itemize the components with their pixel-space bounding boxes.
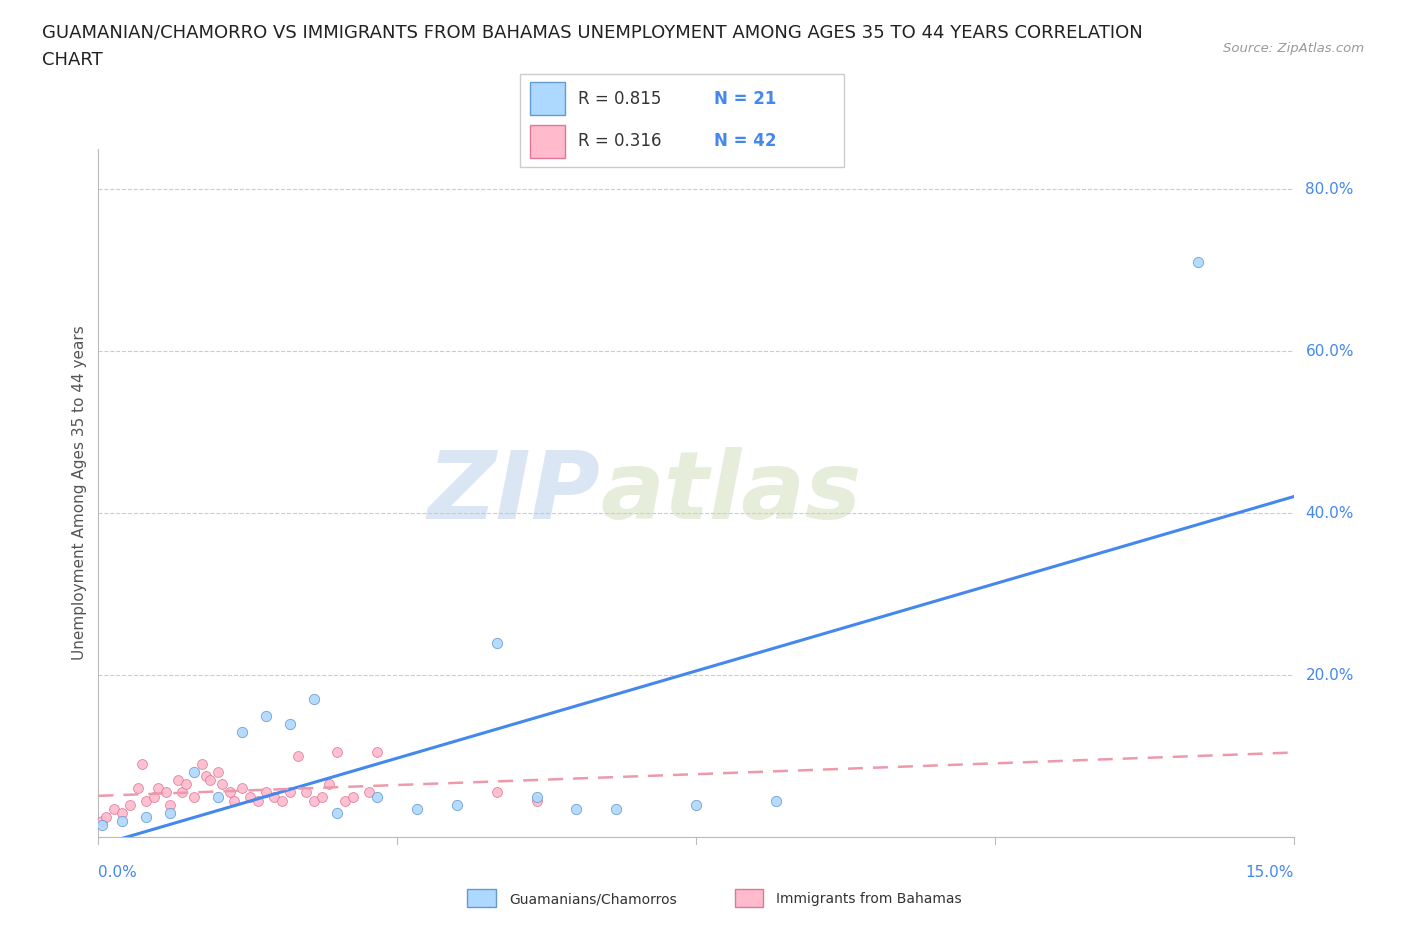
Point	[278, 716, 301, 731]
Text: CHART: CHART	[42, 51, 103, 69]
Text: R = 0.815: R = 0.815	[578, 89, 662, 108]
Text: ZIP: ZIP	[427, 447, 600, 538]
Point	[526, 793, 548, 808]
Point	[172, 785, 194, 800]
Point	[155, 785, 177, 800]
Point	[239, 789, 262, 804]
Text: 20.0%: 20.0%	[1305, 668, 1354, 683]
Point	[254, 708, 277, 723]
Text: 60.0%: 60.0%	[1305, 344, 1354, 359]
Point	[335, 793, 357, 808]
Point	[287, 749, 309, 764]
Point	[342, 789, 364, 804]
FancyBboxPatch shape	[520, 74, 844, 167]
Point	[219, 785, 242, 800]
Point	[605, 802, 627, 817]
Point	[359, 785, 381, 800]
Point	[167, 773, 190, 788]
Bar	[734, 889, 763, 908]
Point	[183, 764, 205, 779]
Text: 15.0%: 15.0%	[1246, 865, 1294, 880]
Point	[198, 773, 221, 788]
Point	[191, 757, 214, 772]
Point	[302, 692, 325, 707]
Point	[148, 781, 170, 796]
Text: 80.0%: 80.0%	[1305, 181, 1354, 197]
Point	[111, 805, 134, 820]
Text: N = 21: N = 21	[714, 89, 776, 108]
Point	[222, 793, 245, 808]
Bar	[530, 82, 565, 115]
Point	[294, 785, 316, 800]
Point	[103, 802, 125, 817]
Point	[565, 802, 588, 817]
Point	[366, 745, 388, 760]
Point	[183, 789, 205, 804]
Point	[207, 764, 229, 779]
Point	[143, 789, 166, 804]
Point	[278, 785, 301, 800]
Text: atlas: atlas	[600, 447, 862, 538]
Y-axis label: Unemployment Among Ages 35 to 44 years: Unemployment Among Ages 35 to 44 years	[72, 326, 87, 660]
Text: Source: ZipAtlas.com: Source: ZipAtlas.com	[1223, 42, 1364, 55]
Point	[174, 777, 197, 791]
Text: 0.0%: 0.0%	[98, 865, 138, 880]
Point	[526, 789, 548, 804]
Point	[318, 777, 340, 791]
Point	[246, 793, 269, 808]
Point	[111, 814, 134, 829]
Point	[270, 793, 292, 808]
Point	[231, 781, 253, 796]
Point	[366, 789, 388, 804]
Point	[131, 757, 153, 772]
Text: GUAMANIAN/CHAMORRO VS IMMIGRANTS FROM BAHAMAS UNEMPLOYMENT AMONG AGES 35 TO 44 Y: GUAMANIAN/CHAMORRO VS IMMIGRANTS FROM BA…	[42, 23, 1143, 41]
Point	[446, 797, 468, 812]
Point	[485, 785, 508, 800]
Point	[211, 777, 233, 791]
Text: Immigrants from Bahamas: Immigrants from Bahamas	[776, 892, 962, 907]
Point	[311, 789, 333, 804]
Text: R = 0.316: R = 0.316	[578, 132, 662, 151]
Point	[159, 797, 181, 812]
Text: N = 42: N = 42	[714, 132, 776, 151]
Point	[485, 635, 508, 650]
Point	[302, 793, 325, 808]
Point	[1187, 255, 1209, 270]
Point	[120, 797, 142, 812]
Point	[135, 809, 157, 824]
Bar	[467, 889, 496, 908]
Point	[159, 805, 181, 820]
Point	[406, 802, 429, 817]
Point	[254, 785, 277, 800]
Point	[765, 793, 787, 808]
Bar	[530, 125, 565, 158]
Point	[326, 745, 349, 760]
Point	[326, 805, 349, 820]
Point	[231, 724, 253, 739]
Point	[207, 789, 229, 804]
Text: Guamanians/Chamorros: Guamanians/Chamorros	[509, 892, 676, 907]
Point	[127, 781, 149, 796]
Point	[195, 769, 218, 784]
Point	[96, 809, 118, 824]
Point	[263, 789, 285, 804]
Point	[91, 814, 114, 829]
Text: 40.0%: 40.0%	[1305, 506, 1354, 521]
Point	[91, 817, 114, 832]
Point	[685, 797, 707, 812]
Point	[135, 793, 157, 808]
